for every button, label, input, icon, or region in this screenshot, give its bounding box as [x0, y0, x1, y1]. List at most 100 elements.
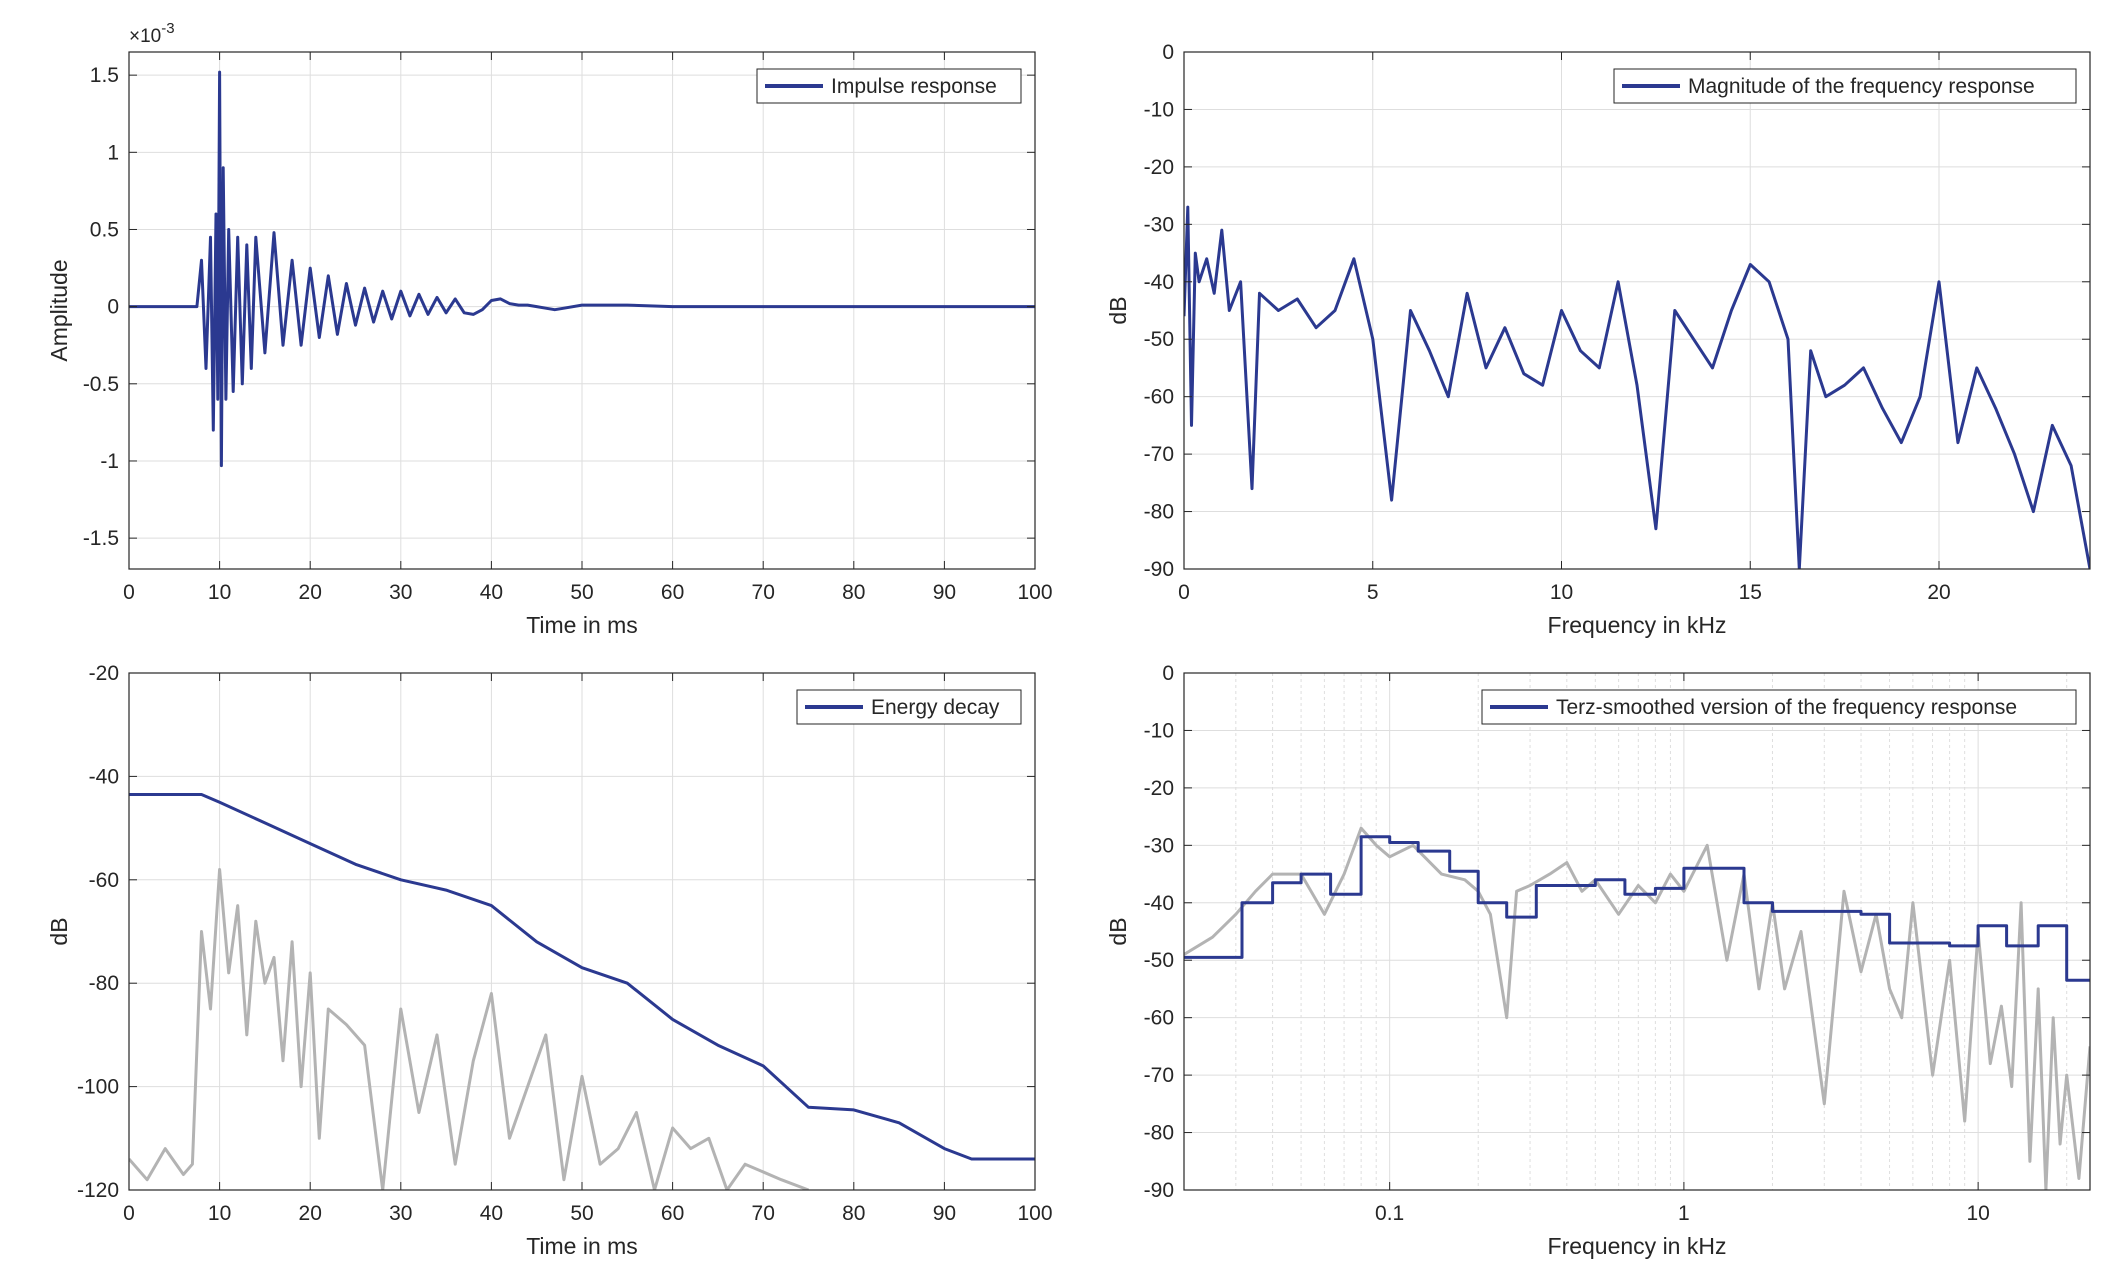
x-tick-label: 0.1	[1375, 1202, 1404, 1225]
energy-series	[129, 793, 1035, 1190]
y-tick-label: -90	[1144, 1179, 1174, 1202]
x-tick-label: 100	[1017, 1202, 1052, 1225]
impulse-primary-line	[129, 70, 1035, 468]
terz-legend-label: Terz-smoothed version of the frequency r…	[1556, 696, 2017, 719]
energy-ticks: 0 10 20 30 40 50 60 70 80 90 100 -20 -40 -60 -80 -100 -1…	[77, 662, 1053, 1225]
y-tick-label: 0.5	[90, 218, 119, 241]
y-tick-label: 0	[1162, 41, 1174, 64]
terz-axes-box	[1183, 672, 2091, 1191]
magnitude-axes-box	[1183, 51, 2091, 570]
impulse-y-axis-label: Amplitude	[46, 259, 72, 361]
x-tick-label: 10	[1550, 581, 1573, 604]
y-tick-label: -40	[1144, 271, 1174, 294]
x-tick-label: 15	[1739, 581, 1762, 604]
magnitude-series	[1184, 205, 2090, 569]
magnitude-x-axis-label: Frequency in kHz	[1548, 612, 1727, 638]
impulse-legend: Impulse response	[756, 68, 1022, 104]
y-tick-label: -20	[1144, 777, 1174, 800]
x-tick-label: 20	[1927, 581, 1950, 604]
x-tick-label: 1	[1678, 1202, 1690, 1225]
energy-legend-label: Energy decay	[871, 696, 1000, 719]
x-tick-label: 0	[1178, 581, 1190, 604]
terz-primary-line	[1184, 835, 2090, 982]
terz-ticks: 0.1 1 10 0 -10 -20 -30 -40 -50 -60 -70 -80 -90	[1144, 662, 2090, 1225]
energy-legend: Energy decay	[796, 689, 1022, 725]
y-tick-label: -60	[89, 869, 119, 892]
x-tick-label: 90	[933, 1202, 956, 1225]
x-tick-label: 10	[1966, 1202, 1989, 1225]
x-tick-label: 20	[299, 581, 322, 604]
x-tick-label: 80	[842, 1202, 865, 1225]
terz-x-axis-label: Frequency in kHz	[1548, 1233, 1727, 1259]
magnitude-response-chart: 0 5 10 15 20 0 -10 -20 -30 -40 -50 -60 -70 -80 -90 Fre…	[1105, 41, 2091, 638]
x-tick-label: 60	[661, 581, 684, 604]
magnitude-legend-box	[1613, 68, 2077, 104]
y-tick-label: 0	[1162, 662, 1174, 685]
x-tick-label: 10	[208, 581, 231, 604]
energy-secondary-line	[129, 868, 810, 1190]
energy-x-axis-label: Time in ms	[526, 1233, 638, 1259]
x-tick-label: 80	[842, 581, 865, 604]
y-tick-label: -60	[1144, 1007, 1174, 1030]
x-tick-label: 10	[208, 1202, 231, 1225]
y-tick-label: 1	[107, 141, 119, 164]
y-tick-label: -0.5	[83, 373, 119, 396]
magnitude-primary-line	[1184, 205, 2090, 569]
x-tick-label: 40	[480, 1202, 503, 1225]
terz-series	[1184, 826, 2090, 1190]
x-tick-label: 90	[933, 581, 956, 604]
x-tick-label: 0	[123, 581, 135, 604]
x-tick-label: 40	[480, 581, 503, 604]
y-tick-label: -90	[1144, 558, 1174, 581]
y-tick-label: -120	[77, 1179, 119, 1202]
magnitude-legend-label: Magnitude of the frequency response	[1688, 75, 2035, 98]
x-tick-label: 0	[123, 1202, 135, 1225]
energy-primary-line	[129, 793, 1035, 1161]
magnitude-ticks: 0 5 10 15 20 0 -10 -20 -30 -40 -50 -60 -70 -80 -90	[1144, 41, 2090, 604]
y-tick-label: -80	[1144, 1122, 1174, 1145]
y-tick-label: -10	[1144, 98, 1174, 121]
y-tick-label: -60	[1144, 386, 1174, 409]
x-tick-label: 50	[570, 1202, 593, 1225]
terz-y-axis-label: dB	[1105, 917, 1131, 945]
x-tick-label: 50	[570, 581, 593, 604]
y-tick-label: -30	[1144, 834, 1174, 857]
impulse-legend-label: Impulse response	[831, 75, 997, 98]
x-tick-label: 70	[752, 581, 775, 604]
y-tick-label: -40	[89, 765, 119, 788]
x-tick-label: 60	[661, 1202, 684, 1225]
x-tick-label: 100	[1017, 581, 1052, 604]
impulse-response-chart: 0 10 20 30 40 50 60 70 80 90 100 -1.5 -1 -0.5 0 0.5 1 1.5…	[46, 20, 1053, 638]
impulse-y-exponent-power: -3	[161, 20, 174, 37]
y-tick-label: 1.5	[90, 64, 119, 87]
impulse-y-exponent-base: ×10	[129, 26, 161, 47]
impulse-x-axis-label: Time in ms	[526, 612, 638, 638]
y-tick-label: -70	[1144, 1064, 1174, 1087]
energy-y-axis-label: dB	[46, 917, 72, 945]
x-tick-label: 20	[299, 1202, 322, 1225]
terz-smoothed-chart: 0.1 1 10 0 -10 -20 -30 -40 -50 -60 -70 -80 -90 Frequ…	[1105, 662, 2091, 1259]
y-tick-label: -10	[1144, 719, 1174, 742]
y-tick-label: -40	[1144, 892, 1174, 915]
y-tick-label: -50	[1144, 328, 1174, 351]
y-tick-label: -50	[1144, 949, 1174, 972]
y-tick-label: -80	[89, 972, 119, 995]
y-tick-label: -20	[89, 662, 119, 685]
y-tick-label: 0	[107, 296, 119, 319]
x-tick-label: 30	[389, 1202, 412, 1225]
y-tick-label: -100	[77, 1076, 119, 1099]
magnitude-legend: Magnitude of the frequency response	[1613, 68, 2077, 104]
terz-secondary-line	[1184, 826, 2090, 1190]
impulse-ticks: 0 10 20 30 40 50 60 70 80 90 100 -1.5 -1 -0.5 0 0.5 1 1.5	[83, 52, 1053, 604]
magnitude-y-axis-label: dB	[1105, 296, 1131, 324]
y-tick-label: -1.5	[83, 527, 119, 550]
y-tick-label: -70	[1144, 443, 1174, 466]
y-tick-label: -30	[1144, 213, 1174, 236]
y-tick-label: -1	[100, 450, 119, 473]
x-tick-label: 70	[752, 1202, 775, 1225]
y-tick-label: -80	[1144, 501, 1174, 524]
x-tick-label: 5	[1367, 581, 1379, 604]
impulse-series	[129, 70, 1035, 468]
terz-grid	[1183, 672, 2090, 1191]
